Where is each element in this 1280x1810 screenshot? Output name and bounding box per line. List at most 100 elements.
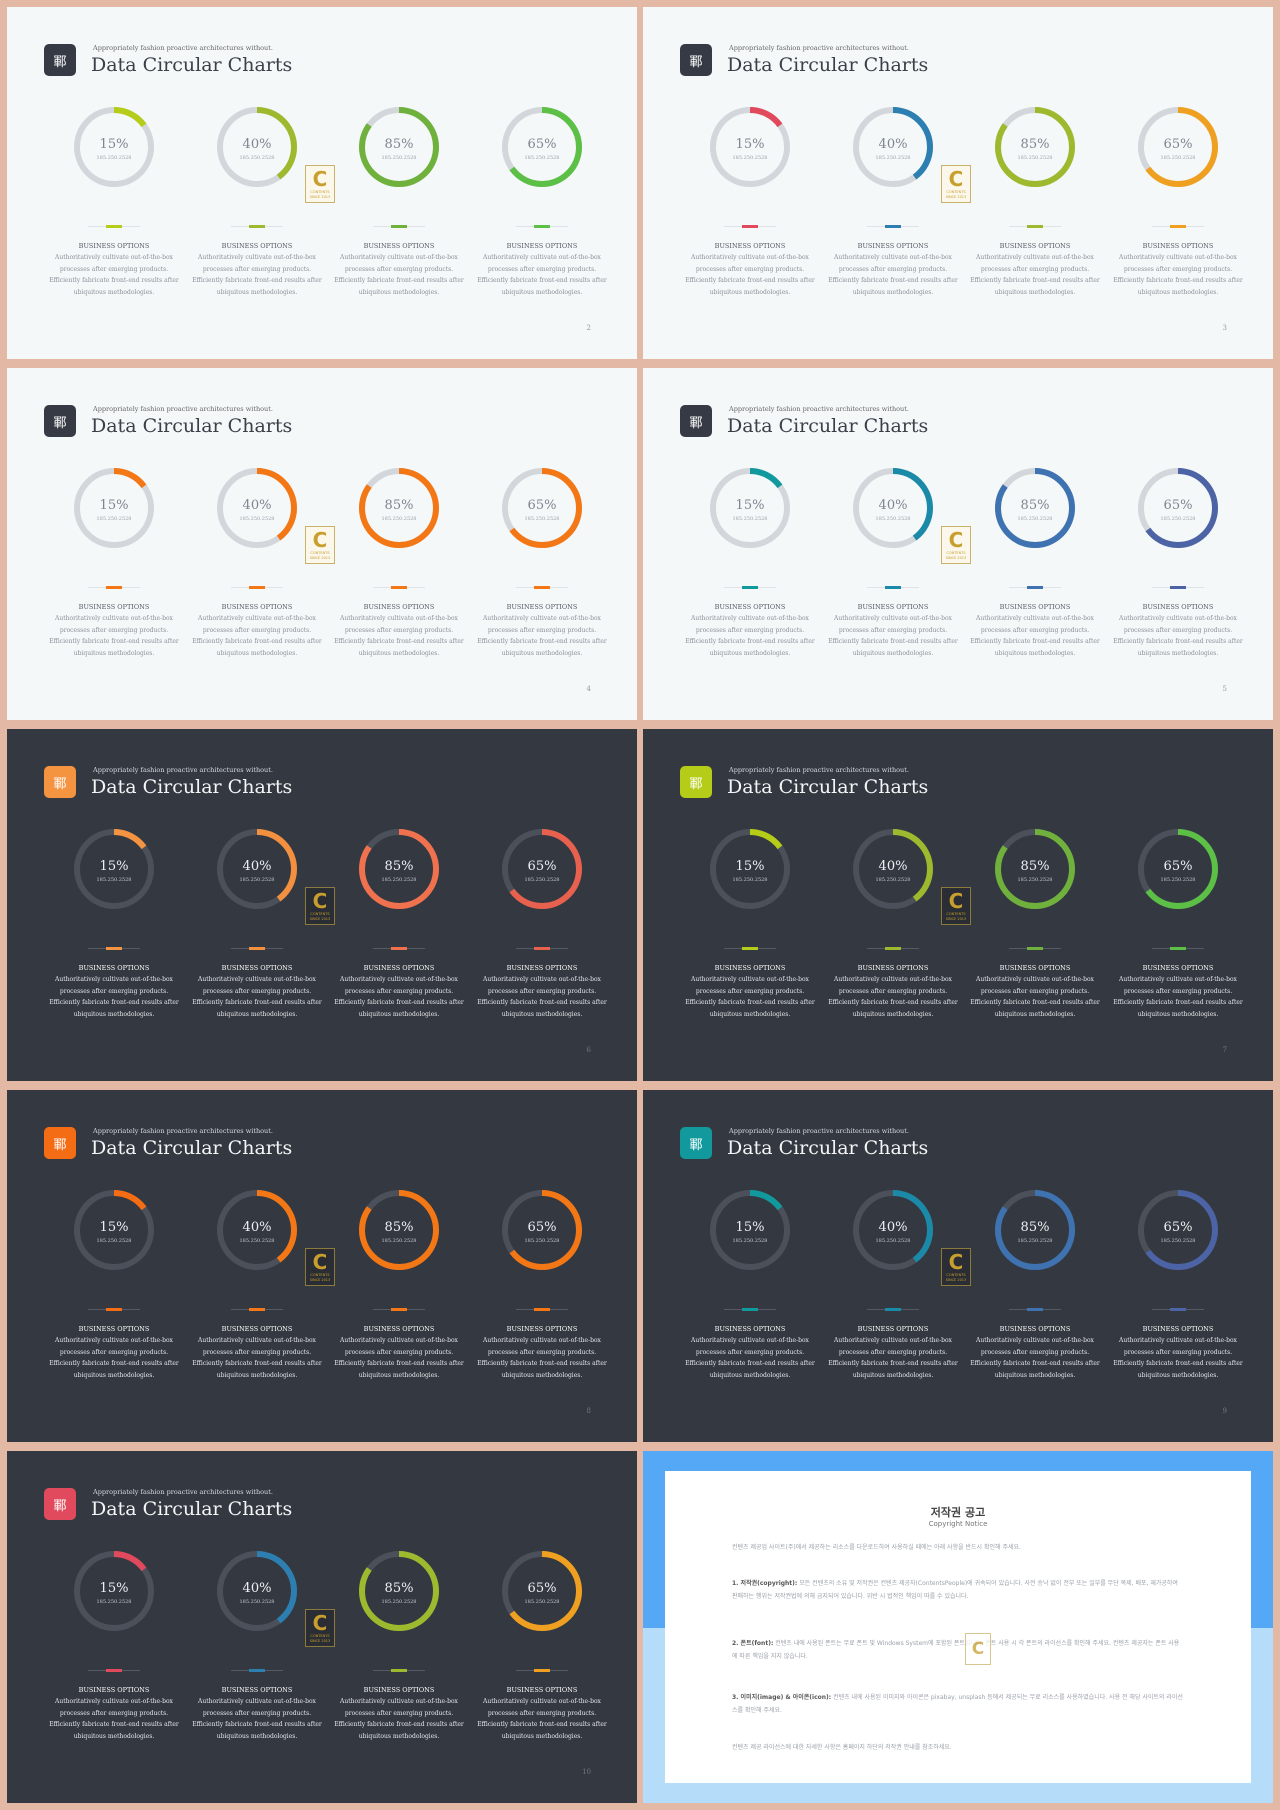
notice-section-body: 컨텐츠 내에 사용된 폰트는 무료 폰트 및 Windows System에 포…: [732, 1640, 1180, 1660]
slide-thumbnail[interactable]: 鄆 Appropriately fashion proactive archit…: [7, 729, 637, 1081]
desc-line: processes after emerging products.: [487, 1709, 597, 1717]
donut-arc: [853, 1190, 933, 1270]
slide-thumbnail[interactable]: 鄆 Appropriately fashion proactive archit…: [7, 7, 637, 359]
slide-subtitle: Appropriately fashion proactive architec…: [93, 44, 273, 52]
divider-accent: [249, 947, 265, 950]
desc-line: Authoritatively cultivate out-of-the-box: [834, 254, 952, 261]
slide-thumbnail[interactable]: 鄆 Appropriately fashion proactive archit…: [643, 368, 1273, 720]
donut-chart: [502, 829, 582, 909]
chart-item: 15% 185.250.2528 BUSINESS OPTIONS Author…: [49, 7, 179, 359]
option-title: BUSINESS OPTIONS: [221, 1325, 293, 1333]
donut-chart: [359, 468, 439, 548]
donut-chart: [502, 1190, 582, 1270]
notice-title: 저작권 공고: [930, 1506, 986, 1519]
contents-logo: C: [965, 1633, 991, 1665]
slide-thumbnail[interactable]: 鄆 Appropriately fashion proactive archit…: [643, 7, 1273, 359]
divider-accent: [106, 1669, 122, 1672]
chart-date-label: 185.250.2528: [381, 1599, 417, 1605]
slide-thumbnail[interactable]: 鄆 Appropriately fashion proactive archit…: [643, 729, 1273, 1081]
desc-line: Authoritatively cultivate out-of-the-box: [483, 1698, 601, 1705]
chart-item: 85% 185.250.2528 BUSINESS OPTIONS Author…: [334, 729, 464, 1081]
option-description: Authoritatively cultivate out-of-the-box…: [828, 1335, 958, 1381]
desc-line: Efficiently fabricate front-end results …: [828, 277, 958, 284]
contents-logo-word: CONTENTS: [310, 551, 330, 555]
donut-chart: [359, 107, 439, 187]
chart-item: 85% 185.250.2528 BUSINESS OPTIONS Author…: [334, 368, 464, 720]
donut-chart: [710, 829, 790, 909]
chart-item: 85% 185.250.2528 BUSINESS OPTIONS Author…: [970, 729, 1100, 1081]
desc-line: Efficiently fabricate front-end results …: [1113, 638, 1243, 645]
desc-line: Authoritatively cultivate out-of-the-box: [1119, 976, 1237, 983]
desc-line: Authoritatively cultivate out-of-the-box: [1119, 615, 1237, 622]
page-number: 10: [582, 1768, 591, 1776]
contents-logo-small: SINCE 2013: [945, 1278, 967, 1282]
chart-item: 15% 185.250.2528 BUSINESS OPTIONS Author…: [49, 729, 179, 1081]
desc-line: processes after emerging products.: [202, 265, 312, 273]
chart-percent-label: 40%: [242, 498, 272, 513]
chart-date-label: 185.250.2528: [1017, 877, 1053, 883]
contents-logo-letter: C: [312, 1250, 328, 1274]
desc-line: Efficiently fabricate front-end results …: [334, 1721, 464, 1728]
desc-line: Authoritatively cultivate out-of-the-box: [198, 254, 316, 261]
donut-chart: [853, 829, 933, 909]
donut-chart: [74, 829, 154, 909]
divider-accent: [249, 1669, 265, 1672]
divider-accent: [249, 225, 265, 228]
desc-line: Authoritatively cultivate out-of-the-box: [198, 1698, 316, 1705]
desc-line: Efficiently fabricate front-end results …: [1113, 999, 1243, 1006]
option-title: BUSINESS OPTIONS: [857, 1325, 929, 1333]
donut-arc: [217, 1190, 297, 1270]
chart-date-label: 185.250.2528: [381, 155, 417, 161]
chart-date-label: 185.250.2528: [96, 877, 132, 883]
chart-date-label: 185.250.2528: [96, 155, 132, 161]
slide-subtitle: Appropriately fashion proactive architec…: [93, 1488, 273, 1496]
slide-badge-icon: 鄆: [680, 1127, 712, 1159]
desc-line: Efficiently fabricate front-end results …: [477, 1360, 607, 1367]
desc-line: Efficiently fabricate front-end results …: [970, 638, 1100, 645]
donut-chart: [74, 1551, 154, 1631]
desc-line: processes after emerging products.: [202, 626, 312, 634]
chart-item: 40% 185.250.2528 BUSINESS OPTIONS Author…: [192, 1090, 322, 1442]
chart-date-label: 185.250.2528: [524, 1599, 560, 1605]
contents-logo: C CONTENTS SINCE 2013: [305, 165, 335, 203]
desc-line: processes after emerging products.: [838, 265, 948, 273]
contents-logo-word: CONTENTS: [946, 1273, 966, 1277]
desc-line: Authoritatively cultivate out-of-the-box: [691, 615, 809, 622]
desc-line: Authoritatively cultivate out-of-the-box: [198, 976, 316, 983]
desc-line: Authoritatively cultivate out-of-the-box: [340, 1337, 458, 1344]
option-title: BUSINESS OPTIONS: [857, 242, 929, 250]
desc-line: Authoritatively cultivate out-of-the-box: [691, 1337, 809, 1344]
desc-line: processes after emerging products.: [695, 987, 805, 995]
option-title: BUSINESS OPTIONS: [506, 603, 578, 611]
desc-line: Efficiently fabricate front-end results …: [828, 999, 958, 1006]
slide-thumbnail[interactable]: 鄆 Appropriately fashion proactive archit…: [7, 368, 637, 720]
slide-thumbnail[interactable]: 鄆 Appropriately fashion proactive archit…: [7, 1451, 637, 1803]
desc-line: Efficiently fabricate front-end results …: [477, 277, 607, 284]
donut-arc: [1138, 829, 1218, 909]
option-title: BUSINESS OPTIONS: [999, 1325, 1071, 1333]
option-description: Authoritatively cultivate out-of-the-box…: [970, 974, 1100, 1020]
desc-line: processes after emerging products.: [344, 265, 454, 273]
contents-logo: C CONTENTS SINCE 2013: [941, 887, 971, 925]
option-title: BUSINESS OPTIONS: [78, 242, 150, 250]
desc-line: Efficiently fabricate front-end results …: [970, 1360, 1100, 1367]
divider-accent: [1170, 586, 1186, 589]
chart-item: 40% 185.250.2528 BUSINESS OPTIONS Author…: [828, 1090, 958, 1442]
divider-accent: [885, 1308, 901, 1311]
slide-thumbnail[interactable]: 鄆 Appropriately fashion proactive archit…: [643, 1090, 1273, 1442]
contents-logo-letter: C: [948, 889, 964, 913]
chart-percent-label: 40%: [878, 1220, 908, 1235]
chart-percent-label: 65%: [527, 498, 557, 513]
notice-section-heading: 3. 이미지(image) & 아이콘(icon):: [732, 1694, 832, 1701]
chart-item: 40% 185.250.2528 BUSINESS OPTIONS Author…: [192, 729, 322, 1081]
desc-line: Efficiently fabricate front-end results …: [334, 638, 464, 645]
slide-thumbnail[interactable]: 鄆 Appropriately fashion proactive archit…: [7, 1090, 637, 1442]
contents-logo-word: CONTENTS: [946, 912, 966, 916]
donut-chart: [710, 468, 790, 548]
copyright-notice-slide[interactable]: 저작권 공고 Copyright Notice 컨텐츠 제공업 사이트(주)에서…: [643, 1451, 1273, 1803]
chart-percent-label: 15%: [99, 1581, 129, 1596]
notice-footer: 컨텐츠 제공 라이선스에 대한 자세한 사항은 홈페이지 하단의 저작권 안내를…: [732, 1744, 952, 1751]
slide-title: Data Circular Charts: [727, 54, 929, 76]
chart-date-label: 185.250.2528: [1160, 155, 1196, 161]
